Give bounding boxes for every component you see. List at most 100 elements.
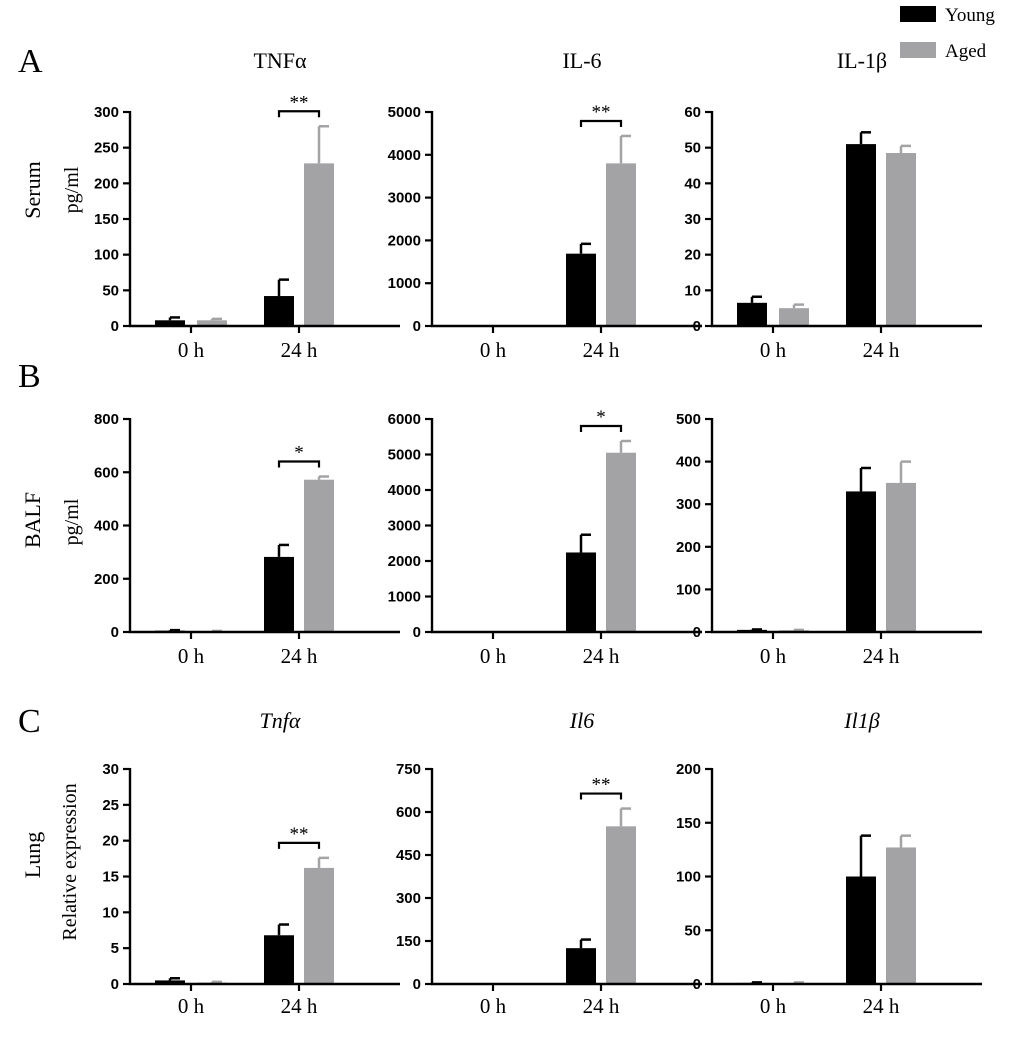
y-axis-unit-balf: pg/ml	[61, 498, 83, 545]
chart-b-1: * 0 200 400 600 800 0 h 24 h	[94, 411, 400, 668]
significance-bracket	[579, 792, 623, 800]
x-tick-label-0-h: 0 h	[760, 994, 787, 1018]
significance-bracket	[579, 424, 623, 433]
x-tick-label-0-h: 0 h	[760, 338, 787, 362]
y-tick-label: 300	[396, 890, 421, 907]
chart-title: Il1β	[843, 708, 879, 733]
y-tick-label: 400	[94, 518, 119, 535]
y-tick-label: 5	[111, 940, 119, 957]
y-tick-label: 6000	[388, 411, 421, 428]
x-tick-label-0-h: 0 h	[178, 644, 205, 668]
y-tick-label: 0	[693, 624, 701, 641]
x-tick-label-24-h: 24 h	[281, 644, 318, 668]
y-tick-label: 400	[676, 454, 701, 471]
significance-bracket	[277, 460, 321, 468]
x-tick-label-0-h: 0 h	[480, 994, 507, 1018]
row-label-lung: Lung	[20, 832, 45, 878]
y-tick-label: 100	[676, 581, 701, 598]
y-tick-label: 200	[676, 761, 701, 778]
y-tick-label: 40	[684, 175, 701, 192]
x-tick-label-0-h: 0 h	[760, 644, 787, 668]
bar-young-24-h	[846, 876, 876, 984]
significance-label: **	[592, 102, 611, 123]
y-tick-label: 0	[111, 624, 119, 641]
y-tick-label: 100	[94, 247, 119, 264]
x-tick-label-0-h: 0 h	[178, 338, 205, 362]
y-tick-label: 300	[676, 496, 701, 513]
y-tick-label: 20	[102, 833, 119, 850]
bar-aged-24-h	[886, 482, 916, 632]
chart-title: IL-6	[562, 48, 601, 73]
bar-aged-24-h	[304, 479, 334, 632]
bar-aged-24-h	[606, 826, 636, 984]
chart-c-2: Il6 ** 0 150 300 450 600 750 0 h 24 h	[396, 708, 702, 1018]
bar-aged-24-h	[304, 163, 334, 326]
panel-letter-a: A	[18, 43, 43, 80]
significance-label: **	[290, 824, 309, 845]
chart-a-2: IL-6 ** 0 1000 2000 3000 4000 5000 0 h 24 h	[388, 48, 702, 362]
y-tick-label: 4000	[388, 147, 421, 164]
bar-young-24-h	[264, 556, 294, 632]
bar-young-0-h	[737, 302, 767, 326]
y-tick-label: 0	[693, 976, 701, 993]
y-tick-label: 1000	[388, 275, 421, 292]
row-label-balf: BALF	[20, 492, 45, 548]
chart-title: Tnfα	[260, 708, 301, 733]
y-tick-label: 5000	[388, 104, 421, 121]
y-tick-label: 4000	[388, 482, 421, 499]
y-tick-label: 20	[684, 247, 701, 264]
y-axis-unit-lung: Relative expression	[59, 783, 81, 940]
y-tick-label: 3000	[388, 518, 421, 535]
legend-label-young: Young	[945, 5, 995, 26]
y-tick-label: 150	[94, 211, 119, 228]
significance-bracket	[579, 119, 623, 127]
x-tick-label-24-h: 24 h	[863, 994, 900, 1018]
chart-a-1: TNFα ** 0 50 100 150 200 250 300 0 h 24 h	[94, 48, 400, 362]
legend: Young Aged	[900, 5, 995, 62]
significance-bracket	[277, 110, 321, 118]
y-tick-label: 2000	[388, 553, 421, 570]
y-tick-label: 200	[676, 539, 701, 556]
row-labels: A Serum pg/ml B BALF pg/ml C Lung Relative expre…	[18, 43, 83, 941]
y-tick-label: 750	[396, 761, 421, 778]
y-tick-label: 30	[684, 211, 701, 228]
x-tick-label-0-h: 0 h	[480, 338, 507, 362]
significance-label: *	[294, 443, 304, 464]
y-tick-label: 500	[676, 411, 701, 428]
x-tick-label-24-h: 24 h	[863, 338, 900, 362]
panel-letter-b: B	[18, 358, 41, 395]
y-tick-label: 0	[413, 318, 421, 335]
bar-aged-24-h	[886, 847, 916, 984]
y-tick-label: 25	[102, 797, 119, 814]
bar-young-24-h	[264, 935, 294, 984]
y-tick-label: 30	[102, 761, 119, 778]
bar-young-24-h	[846, 144, 876, 326]
y-tick-label: 250	[94, 140, 119, 157]
y-tick-label: 0	[693, 318, 701, 335]
bar-young-24-h	[566, 948, 596, 984]
chart-title: Il6	[569, 708, 594, 733]
y-tick-label: 3000	[388, 190, 421, 207]
y-tick-label: 0	[413, 624, 421, 641]
x-tick-label-0-h: 0 h	[178, 994, 205, 1018]
y-tick-label: 150	[676, 815, 701, 832]
x-tick-label-24-h: 24 h	[583, 338, 620, 362]
y-tick-label: 450	[396, 847, 421, 864]
chart-c-3: Il1β 0 50 100 150 200 0 h 24 h	[676, 708, 982, 1018]
chart-c-1: Tnfα ** 0 5 10 15 20 25 30 0 h 24 h	[102, 708, 400, 1018]
bar-young-0-h	[155, 980, 185, 984]
y-tick-label: 10	[684, 282, 701, 299]
panel-letter-c: C	[18, 703, 41, 740]
y-tick-label: 1000	[388, 589, 421, 606]
chart-title: IL-1β	[837, 48, 887, 73]
y-tick-label: 100	[676, 869, 701, 886]
bar-aged-24-h	[606, 163, 636, 326]
bar-aged-24-h	[886, 153, 916, 326]
x-tick-label-24-h: 24 h	[281, 994, 318, 1018]
bar-young-0-h	[155, 320, 185, 326]
x-tick-label-0-h: 0 h	[480, 644, 507, 668]
bar-aged-0-h	[197, 320, 227, 326]
chart-b-3: 0 100 200 300 400 500 0 h 24 h	[676, 411, 982, 668]
